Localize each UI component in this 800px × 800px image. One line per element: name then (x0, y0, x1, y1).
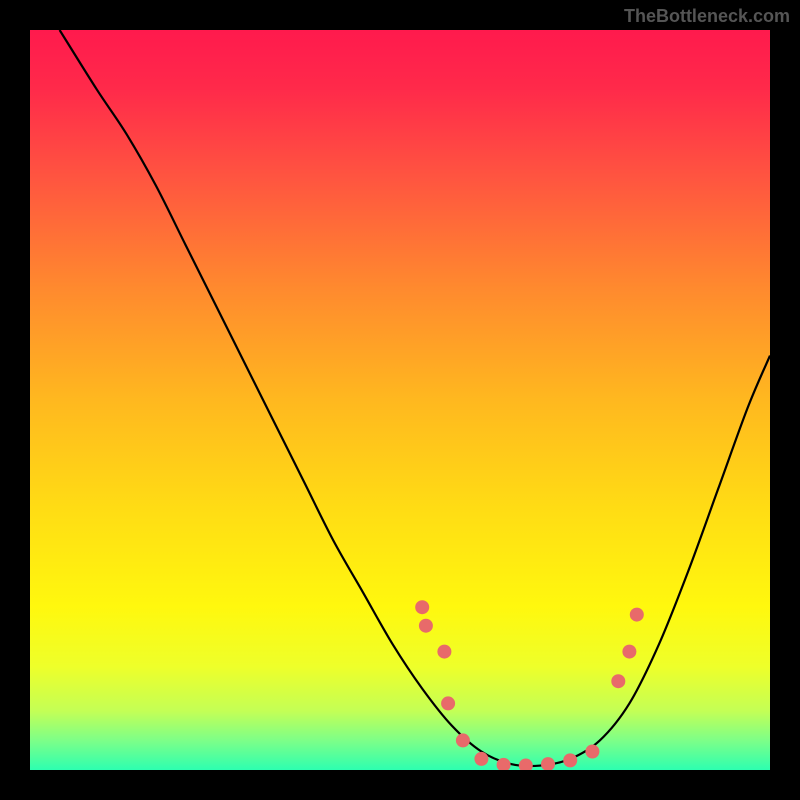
plot-area (30, 30, 770, 770)
chart-marker (415, 600, 429, 614)
chart-marker (541, 757, 555, 770)
chart-marker (456, 733, 470, 747)
chart-marker (585, 745, 599, 759)
chart-marker (419, 619, 433, 633)
chart-line (60, 30, 770, 766)
chart-marker (630, 608, 644, 622)
chart-marker (519, 759, 533, 770)
chart-marker (441, 696, 455, 710)
chart-marker (622, 645, 636, 659)
chart-marker (437, 645, 451, 659)
chart-markers (415, 600, 644, 770)
chart-marker (563, 753, 577, 767)
chart-marker (474, 752, 488, 766)
chart-marker (611, 674, 625, 688)
watermark-text: TheBottleneck.com (624, 6, 790, 27)
chart-curve-layer (30, 30, 770, 770)
